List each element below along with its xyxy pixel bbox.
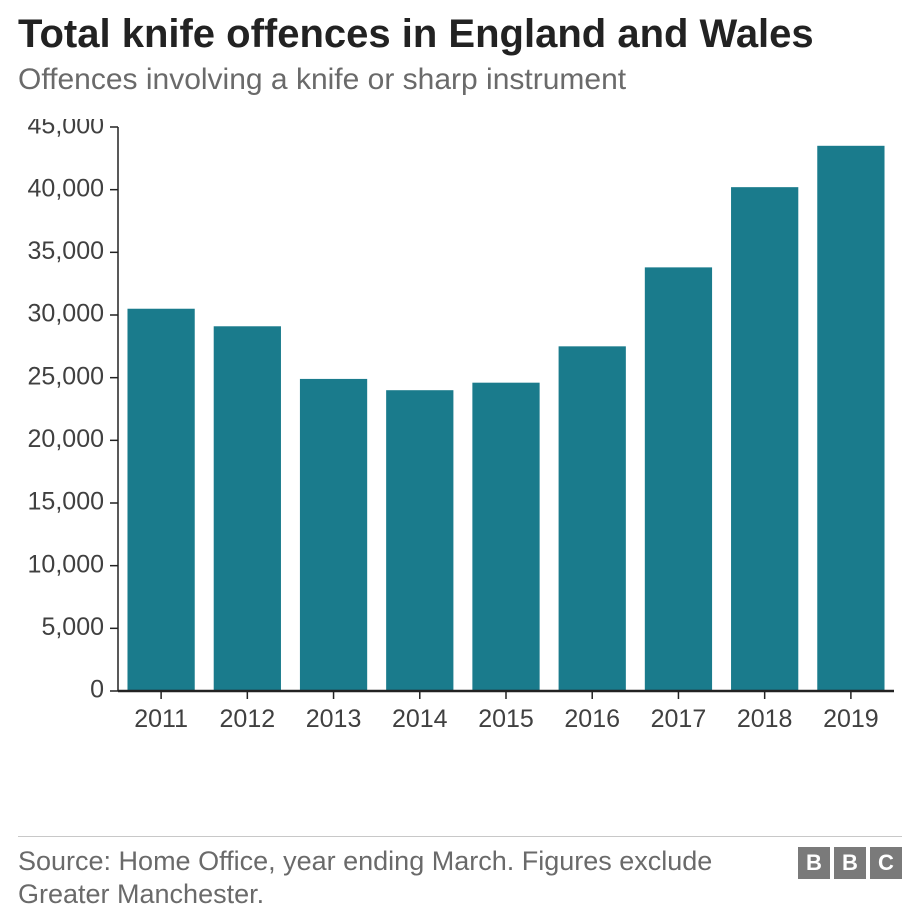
chart-footer: Source: Home Office, year ending March. …	[18, 845, 902, 922]
y-axis-label: 10,000	[28, 551, 104, 579]
bbc-logo-block: B	[834, 847, 866, 879]
bar	[127, 309, 194, 691]
x-axis-label: 2014	[392, 705, 448, 733]
bbc-logo-block: B	[798, 847, 830, 879]
bbc-logo: B B C	[798, 847, 902, 879]
bar-chart: 0 5,000 10,000 15,000 20,000 25,000 30,000 35,0…	[18, 119, 902, 751]
bar	[817, 146, 884, 691]
bar	[731, 187, 798, 691]
x-axis-label: 2012	[220, 705, 276, 733]
y-axis-label: 0	[90, 676, 104, 704]
bar	[472, 383, 539, 691]
bar	[386, 390, 453, 691]
y-axis-label: 15,000	[28, 488, 104, 516]
bar	[645, 268, 712, 692]
y-axis-label: 40,000	[28, 175, 104, 203]
chart-area: 0 5,000 10,000 15,000 20,000 25,000 30,000 35,0…	[18, 119, 902, 821]
y-axis-label: 25,000	[28, 363, 104, 391]
y-axis-label: 35,000	[28, 237, 104, 265]
bar	[214, 327, 281, 692]
x-axis-label: 2013	[306, 705, 362, 733]
bbc-logo-block: C	[870, 847, 902, 879]
source-text: Source: Home Office, year ending March. …	[18, 845, 782, 913]
chart-subtitle: Offences involving a knife or sharp inst…	[18, 63, 902, 98]
chart-container: Total knife offences in England and Wale…	[0, 0, 920, 922]
y-axis-label: 20,000	[28, 425, 104, 453]
x-axis-label: 2011	[134, 705, 188, 733]
y-axis-label: 5,000	[41, 613, 104, 641]
bar	[559, 347, 626, 692]
x-axis-label: 2019	[823, 705, 879, 733]
y-axis-label: 45,000	[28, 119, 104, 140]
x-axis-label: 2015	[478, 705, 534, 733]
y-axis-label: 30,000	[28, 300, 104, 328]
x-axis-label: 2017	[651, 705, 707, 733]
bar	[300, 379, 367, 691]
footer-divider	[18, 836, 902, 837]
x-axis-label: 2016	[564, 705, 620, 733]
x-axis-label: 2018	[737, 705, 793, 733]
chart-title: Total knife offences in England and Wale…	[18, 12, 902, 57]
